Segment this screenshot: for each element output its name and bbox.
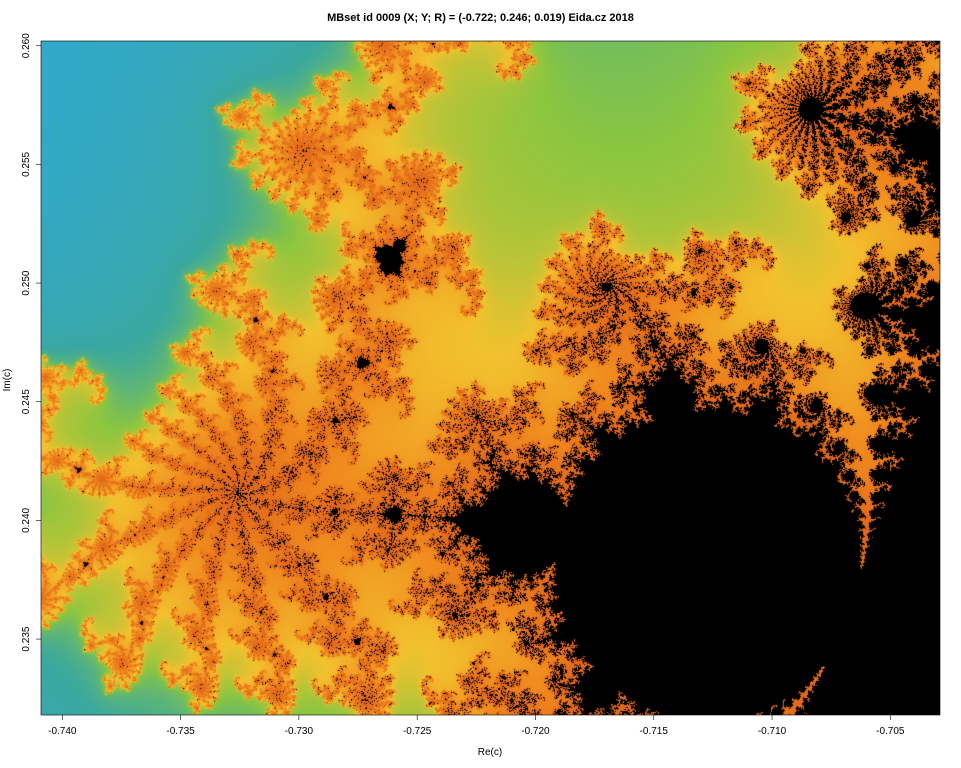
- y-tick-label: 0.240: [21, 507, 32, 532]
- y-tick-label: 0.250: [21, 270, 32, 295]
- x-tick-label: -0.705: [876, 726, 905, 737]
- y-tick-label: 0.245: [21, 389, 32, 414]
- plot-frame: [40, 40, 941, 716]
- x-tick-label: -0.725: [403, 726, 432, 737]
- x-tick-label: -0.710: [758, 726, 787, 737]
- y-axis-label: Im(c): [2, 369, 13, 392]
- x-tick-label: -0.740: [48, 726, 77, 737]
- fractal-plot-region: [41, 41, 940, 715]
- mandelbrot-heatmap: [41, 41, 940, 715]
- x-tick-label: -0.720: [521, 726, 550, 737]
- x-tick-label: -0.730: [285, 726, 314, 737]
- x-axis-label: Re(c): [478, 747, 502, 758]
- y-axis: 0.235 0.240 0.245 0.250 0.255 0.260: [21, 33, 41, 652]
- x-axis: -0.740 -0.735 -0.730 -0.725 -0.720 -0.715 -0.7…: [48, 715, 905, 737]
- y-tick-label: 0.255: [21, 151, 32, 176]
- y-tick-label: 0.235: [21, 626, 32, 651]
- y-tick-label: 0.260: [21, 33, 32, 58]
- chart-title: MBset id 0009 (X; Y; R) = (-0.722; 0.246…: [327, 12, 634, 24]
- x-tick-label: -0.735: [166, 726, 195, 737]
- x-tick-label: -0.715: [640, 726, 669, 737]
